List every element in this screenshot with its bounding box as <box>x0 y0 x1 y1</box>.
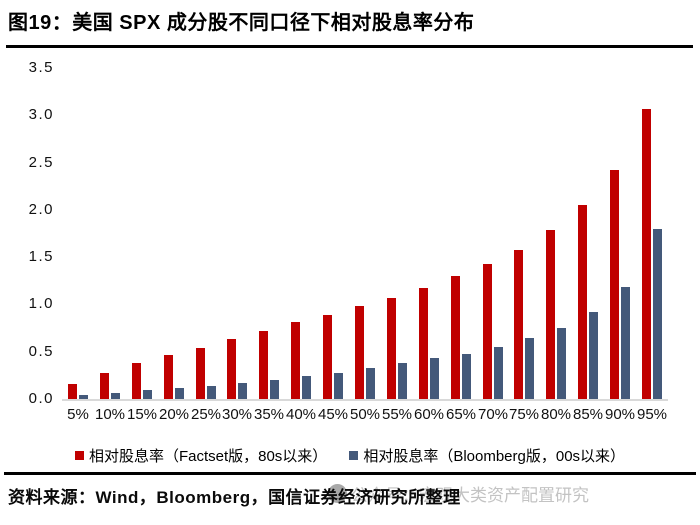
bar-factset-70% <box>483 264 492 399</box>
bar-bloomberg-95% <box>653 229 662 399</box>
x-axis-tick-label: 70% <box>477 406 509 423</box>
bar-factset-15% <box>132 363 141 399</box>
source-note: 资料来源：Wind，Bloomberg，国信证券经济研究所整理 <box>8 488 461 507</box>
watermark: 公众号：宏观大类资产配置研究 <box>328 481 589 506</box>
legend-label: 相对股息率（Factset版，80s以来） <box>88 447 328 465</box>
x-axis-tick-label: 10% <box>94 406 126 423</box>
x-axis-tick-label: 60% <box>413 406 445 423</box>
y-axis-tick-label: 1.5 <box>28 248 54 266</box>
bar-bloomberg-45% <box>334 373 343 399</box>
y-axis-tick-label: 0.5 <box>28 342 54 360</box>
bar-factset-35% <box>259 331 268 399</box>
bar-chart-plot-area: 5% 10% 15% 20% 25% 30% 35% 40% 45% 50% 55% 60% 65% 70… <box>62 68 668 423</box>
x-axis-tick-label: 55% <box>381 406 413 423</box>
bar-factset-25% <box>196 348 205 399</box>
x-axis-tick-label: 50% <box>349 406 381 423</box>
watermark-text: 公众号：宏观大类资产配置研究 <box>351 486 589 505</box>
bar-bloomberg-30% <box>238 383 247 399</box>
bar-factset-50% <box>355 306 364 399</box>
x-axis-tick-label: 25% <box>190 406 222 423</box>
x-axis-tick-label: 85% <box>572 406 604 423</box>
y-axis-tick-label: 0.0 <box>28 390 54 407</box>
y-axis-tick-label: 3.0 <box>28 106 54 124</box>
bar-bloomberg-35% <box>270 380 279 399</box>
x-axis-tick-label: 80% <box>540 406 572 423</box>
y-axis-tick-label: 1.0 <box>28 295 54 313</box>
bar-bloomberg-5% <box>79 395 88 399</box>
legend-label: 相对股息率（Bloomberg版，00s以来） <box>363 447 626 465</box>
bar-bloomberg-80% <box>557 328 566 399</box>
x-axis-tick-label: 20% <box>158 406 190 423</box>
bar-factset-80% <box>546 230 555 399</box>
x-axis-tick-label: 15% <box>126 406 158 423</box>
wechat-logo-icon <box>328 484 347 503</box>
title-divider-line <box>6 45 693 48</box>
chart-legend: 相对股息率（Factset版，80s以来） 相对股息率（Bloomberg版，00… <box>0 443 700 467</box>
bar-bloomberg-55% <box>398 363 407 399</box>
bar-factset-45% <box>323 315 332 399</box>
bar-factset-60% <box>419 288 428 399</box>
x-axis-tick-label: 45% <box>317 406 349 423</box>
bar-bloomberg-20% <box>175 388 184 399</box>
bar-bloomberg-75% <box>525 338 534 399</box>
bar-bloomberg-85% <box>589 312 598 399</box>
footer-divider-line <box>4 472 696 475</box>
bar-factset-85% <box>578 205 587 399</box>
bar-factset-40% <box>291 322 300 399</box>
bar-bloomberg-90% <box>621 287 630 399</box>
x-axis-tick-label: 40% <box>285 406 317 423</box>
legend-item-bloomberg: 相对股息率（Bloomberg版，00s以来） <box>349 445 625 466</box>
figure-title: 图19：美国 SPX 成分股不同口径下相对股息率分布 <box>8 12 475 34</box>
legend-swatch-icon <box>349 450 359 460</box>
bar-factset-95% <box>642 109 651 399</box>
bar-factset-65% <box>451 276 460 399</box>
x-axis-tick-label: 5% <box>67 406 89 423</box>
bar-bloomberg-25% <box>207 386 216 399</box>
bar-bloomberg-70% <box>494 347 503 399</box>
bar-factset-90% <box>610 170 619 399</box>
bar-bloomberg-15% <box>143 390 152 399</box>
y-axis-tick-label: 3.5 <box>28 59 54 76</box>
bar-factset-20% <box>164 355 173 399</box>
y-axis-tick-label: 2.5 <box>28 153 54 171</box>
legend-item-factset: 相对股息率（Factset版，80s以来） <box>74 445 328 466</box>
x-axis-tick-label: 30% <box>221 406 253 423</box>
bar-factset-30% <box>227 339 236 399</box>
x-axis-tick-label: 75% <box>508 406 540 423</box>
y-axis-tick-label: 2.0 <box>28 200 54 218</box>
bar-factset-5% <box>68 384 77 399</box>
bar-bloomberg-10% <box>111 393 120 399</box>
x-axis-tick-label: 95% <box>636 406 668 423</box>
bar-bloomberg-50% <box>366 368 375 399</box>
legend-swatch-icon <box>74 450 84 460</box>
bar-factset-55% <box>387 298 396 399</box>
x-axis-tick-label: 65% <box>445 406 477 423</box>
bar-factset-10% <box>100 373 109 399</box>
x-axis-tick-label: 90% <box>604 406 636 423</box>
bar-factset-75% <box>514 250 523 399</box>
bar-bloomberg-65% <box>462 354 471 399</box>
bar-bloomberg-60% <box>430 358 439 399</box>
bar-bloomberg-40% <box>302 376 311 399</box>
x-axis-tick-label: 35% <box>253 406 285 423</box>
